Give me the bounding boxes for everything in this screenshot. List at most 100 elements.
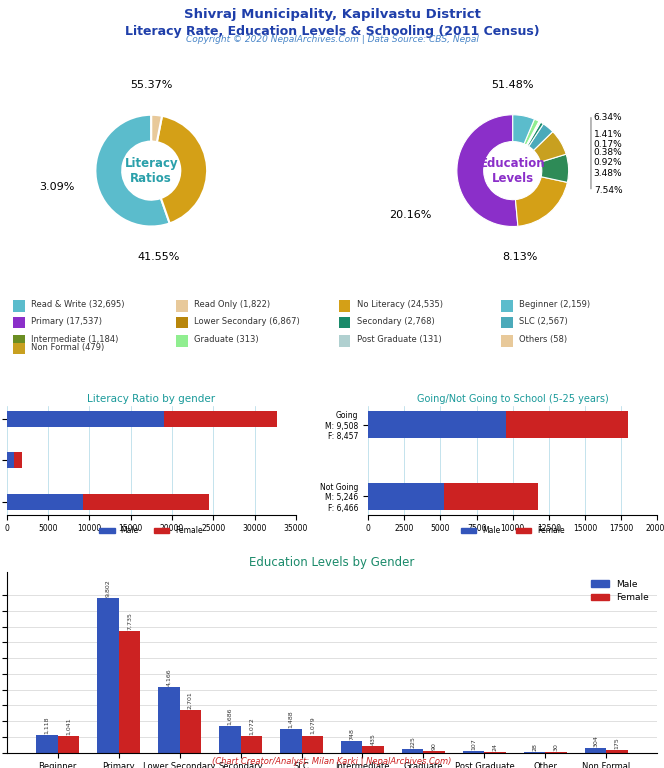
- Bar: [368, 482, 444, 510]
- Bar: [463, 751, 485, 753]
- Bar: [301, 736, 323, 753]
- Bar: [84, 494, 209, 510]
- Text: Literacy
Ratios: Literacy Ratios: [124, 157, 178, 184]
- Bar: [240, 736, 262, 753]
- Bar: [14, 452, 22, 468]
- Bar: [7, 494, 84, 510]
- Text: Beginner (2,159): Beginner (2,159): [519, 300, 590, 310]
- Text: 1,686: 1,686: [227, 707, 232, 725]
- Text: Graduate (313): Graduate (313): [194, 335, 259, 344]
- Text: 225: 225: [410, 736, 415, 748]
- Text: SLC (2,567): SLC (2,567): [519, 316, 568, 326]
- Text: 9,802: 9,802: [106, 579, 110, 597]
- Text: 435: 435: [371, 733, 376, 744]
- Text: Education
Levels: Education Levels: [480, 157, 546, 184]
- Wedge shape: [529, 124, 552, 151]
- Text: Read Only (1,822): Read Only (1,822): [194, 300, 270, 310]
- Text: 6.34%: 6.34%: [594, 113, 622, 122]
- Bar: [339, 317, 350, 329]
- Bar: [37, 735, 58, 753]
- Bar: [119, 631, 140, 753]
- Bar: [176, 317, 187, 329]
- Bar: [339, 335, 350, 346]
- Bar: [506, 411, 628, 439]
- Text: Secondary (2,768): Secondary (2,768): [357, 316, 434, 326]
- Text: 3.09%: 3.09%: [39, 183, 74, 193]
- Bar: [7, 452, 14, 468]
- Bar: [219, 726, 240, 753]
- Text: 0.92%: 0.92%: [594, 157, 622, 167]
- Text: 51.48%: 51.48%: [491, 80, 534, 90]
- Legend: Male, Female: Male, Female: [457, 523, 568, 538]
- Text: Copyright © 2020 NepalArchives.Com | Data Source: CBS, Nepal: Copyright © 2020 NepalArchives.Com | Dat…: [185, 35, 479, 44]
- Title: Literacy Ratio by gender: Literacy Ratio by gender: [87, 394, 215, 404]
- Wedge shape: [513, 114, 535, 144]
- Text: 304: 304: [593, 735, 598, 746]
- Bar: [164, 411, 277, 427]
- Legend: Male, Female: Male, Female: [96, 523, 207, 538]
- Text: Non Formal (479): Non Formal (479): [31, 343, 105, 352]
- Text: 20.16%: 20.16%: [389, 210, 432, 220]
- Wedge shape: [157, 116, 207, 223]
- Text: 1,488: 1,488: [288, 710, 293, 728]
- Title: Education Levels by Gender: Education Levels by Gender: [249, 556, 415, 569]
- Wedge shape: [527, 121, 540, 145]
- Text: 90: 90: [432, 742, 437, 750]
- Text: Primary (17,537): Primary (17,537): [31, 316, 102, 326]
- Bar: [58, 737, 79, 753]
- Text: 1,041: 1,041: [66, 717, 71, 735]
- Text: Post Graduate (131): Post Graduate (131): [357, 335, 442, 344]
- Bar: [363, 746, 384, 753]
- Text: 2,701: 2,701: [188, 691, 193, 709]
- Text: 4,166: 4,166: [167, 668, 171, 686]
- Bar: [97, 598, 119, 753]
- Bar: [13, 317, 25, 329]
- Bar: [13, 300, 25, 312]
- Text: 1,079: 1,079: [309, 717, 315, 734]
- Text: Literacy Rate, Education Levels & Schooling (2011 Census): Literacy Rate, Education Levels & School…: [125, 25, 539, 38]
- Text: Others (58): Others (58): [519, 335, 568, 344]
- Bar: [176, 300, 187, 312]
- Wedge shape: [534, 131, 566, 162]
- Bar: [424, 751, 445, 753]
- Bar: [444, 482, 538, 510]
- Wedge shape: [457, 114, 518, 227]
- Bar: [7, 411, 164, 427]
- Bar: [339, 300, 350, 312]
- Text: 748: 748: [349, 728, 355, 740]
- Legend: Male, Female: Male, Female: [588, 576, 653, 606]
- Text: No Literacy (24,535): No Literacy (24,535): [357, 300, 443, 310]
- Text: 7.54%: 7.54%: [594, 186, 622, 195]
- Bar: [585, 748, 606, 753]
- Bar: [501, 335, 513, 346]
- Bar: [176, 335, 187, 346]
- Bar: [402, 749, 424, 753]
- Text: 30: 30: [554, 743, 558, 751]
- Bar: [606, 750, 627, 753]
- Bar: [501, 300, 513, 312]
- Wedge shape: [96, 114, 170, 227]
- Text: Read & Write (32,695): Read & Write (32,695): [31, 300, 125, 310]
- Wedge shape: [524, 119, 539, 145]
- Text: Lower Secondary (6,867): Lower Secondary (6,867): [194, 316, 300, 326]
- Text: 0.38%: 0.38%: [594, 148, 623, 157]
- Text: Intermediate (1,184): Intermediate (1,184): [31, 335, 119, 344]
- Text: 41.55%: 41.55%: [137, 252, 179, 262]
- Text: 24: 24: [493, 743, 497, 751]
- Text: 1.41%: 1.41%: [594, 130, 622, 139]
- Bar: [179, 710, 201, 753]
- Title: Going/Not Going to School (5-25 years): Going/Not Going to School (5-25 years): [417, 394, 609, 404]
- Wedge shape: [527, 121, 539, 145]
- Wedge shape: [515, 177, 567, 227]
- Text: 107: 107: [471, 738, 476, 750]
- Bar: [158, 687, 179, 753]
- Wedge shape: [540, 154, 568, 182]
- Bar: [13, 343, 25, 354]
- Text: 175: 175: [615, 737, 620, 749]
- Bar: [13, 335, 25, 346]
- Bar: [368, 411, 506, 439]
- Text: Shivraj Municipality, Kapilvastu District: Shivraj Municipality, Kapilvastu Distric…: [183, 8, 481, 21]
- Wedge shape: [527, 122, 543, 147]
- Text: 1,118: 1,118: [44, 717, 49, 733]
- Text: 28: 28: [533, 743, 537, 751]
